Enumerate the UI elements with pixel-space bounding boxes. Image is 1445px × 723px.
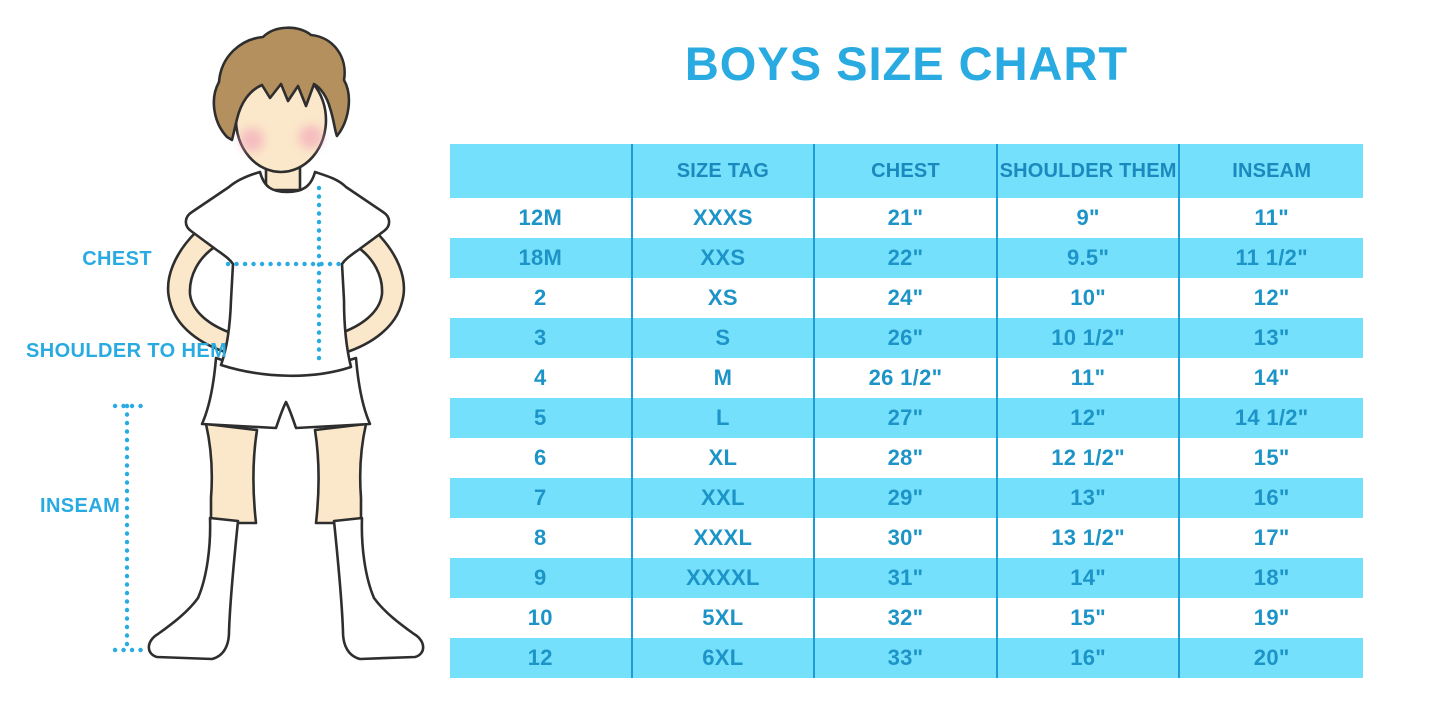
boy-tshirt: [184, 170, 391, 378]
table-cell: XXL: [633, 478, 816, 518]
table-row: 6 XL 28" 12 1/2" 15": [450, 438, 1363, 478]
table-cell: XXXS: [633, 198, 816, 238]
size-table: SIZE TAG CHEST SHOULDER THEM INSEAM 12M XXXS 2…: [450, 144, 1363, 678]
table-cell: 28": [815, 438, 998, 478]
table-cell: XXXXL: [633, 558, 816, 598]
table-cell: 10": [998, 278, 1181, 318]
table-cell: 9": [998, 198, 1181, 238]
table-row: 8 XXXL 30" 13 1/2" 17": [450, 518, 1363, 558]
boy-cheek-right: [299, 125, 323, 149]
table-cell: 16": [1253, 485, 1290, 510]
table-cell: 10 1/2": [998, 318, 1181, 358]
table-cell: XL: [633, 438, 816, 478]
table-row: 5 L 27" 12" 14 1/2": [450, 398, 1363, 438]
table-row: 18M XXS 22" 9.5" 11 1/2": [450, 238, 1363, 278]
inseam-measure-line: [112, 403, 144, 653]
table-row: 7 XXL 29" 13" 16": [450, 478, 1363, 518]
table-cell: 5XL: [633, 598, 816, 638]
header-cell: CHEST: [815, 144, 998, 198]
table-cell: 12 1/2": [998, 438, 1181, 478]
table-cell: S: [633, 318, 816, 358]
header-cell: INSEAM: [1232, 159, 1312, 182]
table-row: 10 5XL 32" 15" 19": [450, 598, 1363, 638]
table-row: 4 M 26 1/2" 11" 14": [450, 358, 1363, 398]
table-cell: 33": [815, 638, 998, 678]
boy-leg-left: [204, 422, 259, 525]
table-cell: 12M: [450, 198, 633, 238]
table-cell: 10: [450, 598, 633, 638]
table-cell: 12": [998, 398, 1181, 438]
table-cell: 14": [1253, 365, 1290, 390]
table-cell: 4: [450, 358, 633, 398]
table-row: 12 6XL 33" 16" 20": [450, 638, 1363, 678]
table-header-row: SIZE TAG CHEST SHOULDER THEM INSEAM: [450, 144, 1363, 198]
table-cell: 11": [1254, 205, 1289, 230]
table-cell: 15": [1253, 445, 1290, 470]
boy-illustration-svg: [112, 26, 425, 661]
table-cell: 13 1/2": [998, 518, 1181, 558]
boy-measurement-illustration: CHEST SHOULDER TO HEM INSEAM: [0, 0, 450, 723]
table-row: 12M XXXS 21" 9" 11": [450, 198, 1363, 238]
table-cell: XS: [633, 278, 816, 318]
table-cell: 5: [450, 398, 633, 438]
table-cell: 8: [450, 518, 633, 558]
table-cell: XXS: [633, 238, 816, 278]
table-row: 3 S 26" 10 1/2" 13": [450, 318, 1363, 358]
table-cell: 14": [998, 558, 1181, 598]
table-cell: 29": [815, 478, 998, 518]
table-cell: 26": [815, 318, 998, 358]
table-cell: 17": [1253, 525, 1290, 550]
table-cell: 3: [450, 318, 633, 358]
table-cell: 20": [1253, 645, 1290, 670]
table-cell: 16": [998, 638, 1181, 678]
table-cell: 2: [450, 278, 633, 318]
header-cell: SHOULDER THEM: [998, 144, 1181, 198]
table-cell: XXXL: [633, 518, 816, 558]
table-cell: 12": [1253, 285, 1290, 310]
header-cell: SIZE TAG: [633, 144, 816, 198]
table-cell: 30": [815, 518, 998, 558]
boy-cheek-left: [240, 128, 264, 152]
table-cell: L: [633, 398, 816, 438]
table-row: 2 XS 24" 10" 12": [450, 278, 1363, 318]
table-cell: 15": [998, 598, 1181, 638]
table-cell: 22": [815, 238, 998, 278]
table-cell: 24": [815, 278, 998, 318]
shoulder-to-hem-label: SHOULDER TO HEM: [26, 340, 228, 362]
chest-label: CHEST: [82, 248, 152, 270]
table-cell: 14 1/2": [1234, 405, 1309, 430]
table-cell: 18": [1253, 565, 1290, 590]
table-cell: 13": [998, 478, 1181, 518]
table-cell: 18M: [450, 238, 633, 278]
inseam-label: INSEAM: [40, 495, 121, 517]
table-cell: 26 1/2": [815, 358, 998, 398]
boy-sock-left: [147, 516, 240, 661]
table-cell: 7: [450, 478, 633, 518]
table-cell: 6XL: [633, 638, 816, 678]
table-cell: 32": [815, 598, 998, 638]
table-cell: 11 1/2": [1235, 245, 1308, 270]
table-row: 9 XXXXL 31" 14" 18": [450, 558, 1363, 598]
table-cell: M: [633, 358, 816, 398]
header-cell: [450, 144, 633, 198]
boy-leg-right: [313, 422, 368, 525]
table-cell: 9: [450, 558, 633, 598]
table-cell: 11": [998, 358, 1181, 398]
table-cell: 19": [1253, 605, 1290, 630]
table-cell: 9.5": [998, 238, 1181, 278]
boy-sock-right: [332, 516, 425, 661]
page-title: BOYS SIZE CHART: [684, 37, 1129, 90]
table-cell: 21": [815, 198, 998, 238]
boy-hair: [212, 26, 351, 142]
table-cell: 31": [815, 558, 998, 598]
table-cell: 6: [450, 438, 633, 478]
table-cell: 13": [1253, 325, 1290, 350]
table-cell: 12: [450, 638, 633, 678]
table-cell: 27": [815, 398, 998, 438]
